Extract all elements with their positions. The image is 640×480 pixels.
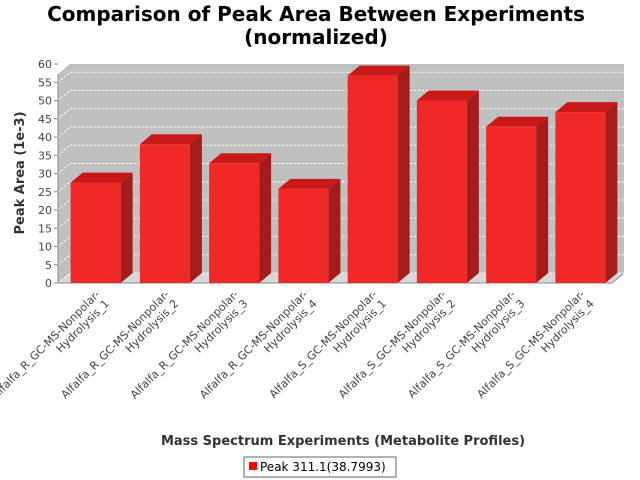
y-tick-label: 10 bbox=[38, 241, 52, 254]
y-tick-label: 35 bbox=[38, 149, 52, 162]
bar-side bbox=[328, 178, 341, 283]
bar-top bbox=[416, 90, 479, 101]
bar-side bbox=[536, 116, 549, 283]
y-tick-label: 30 bbox=[38, 168, 52, 181]
x-axis-label: Mass Spectrum Experiments (Metabolite Pr… bbox=[161, 434, 525, 449]
bar-side bbox=[605, 102, 618, 284]
y-tick-label: 50 bbox=[38, 95, 52, 108]
y-tick-label: 25 bbox=[38, 186, 52, 199]
bar bbox=[209, 153, 272, 283]
bar-front bbox=[416, 100, 467, 283]
y-tick-label: 55 bbox=[38, 76, 52, 89]
bar-front bbox=[486, 126, 537, 283]
y-axis-label: Peak Area (1e-3) bbox=[13, 111, 28, 234]
bar bbox=[139, 134, 202, 283]
y-tick-label: 40 bbox=[38, 131, 52, 144]
legend: Peak 311.1(38.7993) bbox=[243, 456, 397, 478]
bar bbox=[486, 116, 549, 283]
bar-front bbox=[278, 188, 329, 283]
legend-label: Peak 311.1(38.7993) bbox=[260, 460, 386, 474]
bar-side bbox=[466, 90, 479, 283]
bar-front bbox=[347, 75, 398, 284]
legend-swatch bbox=[249, 462, 257, 470]
bar-front bbox=[209, 163, 260, 283]
bar bbox=[347, 65, 410, 284]
bar-side bbox=[259, 153, 272, 283]
x-tick-label: Alfalfa_R_GC-MS-Nonpolar-Hydrolysis_1 bbox=[0, 288, 112, 401]
bar-front bbox=[70, 182, 121, 283]
y-tick-label: 45 bbox=[38, 113, 52, 126]
bar-top bbox=[278, 178, 341, 189]
bar bbox=[278, 178, 341, 283]
y-tick-label: 15 bbox=[38, 222, 52, 235]
bar-side bbox=[120, 172, 133, 283]
bar bbox=[416, 90, 479, 283]
legend-box bbox=[243, 456, 397, 478]
bar-side bbox=[189, 134, 202, 283]
bar-top bbox=[555, 102, 618, 113]
y-tick-label: 20 bbox=[38, 204, 52, 217]
bar-top bbox=[486, 116, 549, 127]
bar-front bbox=[139, 144, 190, 283]
grid-line bbox=[57, 53, 624, 65]
bar-front bbox=[555, 112, 606, 284]
y-tick-label: 0 bbox=[45, 277, 52, 290]
x-tick-label-line1: Alfalfa_R_GC-MS-Nonpolar- bbox=[0, 288, 103, 401]
chart-title-line2: (normalized) bbox=[244, 25, 388, 49]
y-axis: 0 5 10 15 20 25 30 35 40 45 50 55 60 bbox=[38, 58, 59, 290]
grid-line bbox=[57, 71, 624, 83]
bar bbox=[555, 102, 618, 284]
plot-floor bbox=[58, 273, 624, 283]
bar-top bbox=[347, 65, 410, 76]
bars bbox=[70, 65, 618, 284]
bar-top bbox=[209, 153, 272, 164]
bar bbox=[70, 172, 133, 283]
bar-side bbox=[397, 65, 410, 284]
y-tick-label: 5 bbox=[45, 259, 52, 272]
chart-title-line1: Comparison of Peak Area Between Experime… bbox=[47, 2, 585, 26]
y-tick-label: 60 bbox=[38, 58, 52, 71]
x-axis-tick-labels: Alfalfa_R_GC-MS-Nonpolar-Hydrolysis_1Alf… bbox=[0, 288, 597, 401]
bar-top bbox=[70, 172, 133, 183]
bar-top bbox=[139, 134, 202, 145]
